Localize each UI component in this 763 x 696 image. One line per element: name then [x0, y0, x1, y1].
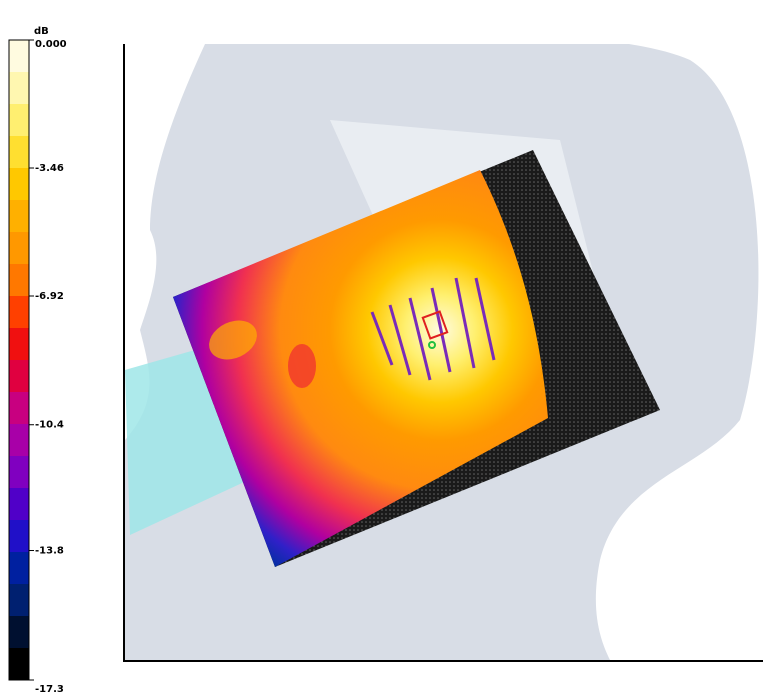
color-band	[9, 200, 29, 233]
color-band	[9, 424, 29, 457]
color-band	[9, 104, 29, 137]
color-band	[9, 72, 29, 105]
color-band	[9, 232, 29, 265]
tick-label: 0.000	[35, 39, 67, 50]
color-band	[9, 40, 29, 73]
color-band	[9, 552, 29, 585]
color-band	[9, 616, 29, 649]
color-band	[9, 328, 29, 361]
color-band	[9, 488, 29, 521]
color-band	[9, 392, 29, 425]
tick-label: -6.92	[35, 291, 64, 302]
color-band	[9, 136, 29, 169]
colorbar-unit: dB	[34, 26, 49, 37]
tick-label: -17.3	[35, 684, 64, 695]
tick-label: -10.4	[35, 420, 64, 431]
colorbar: dB 0.000 -3.46 -6.92 -10.4 -13.8 -17.3	[9, 26, 67, 695]
color-band	[9, 584, 29, 617]
tick-label: -13.8	[35, 546, 64, 557]
color-band	[9, 520, 29, 553]
figure: dB 0.000 -3.46 -6.92 -10.4 -13.8 -17.3	[0, 0, 763, 696]
color-band	[9, 168, 29, 201]
color-band	[9, 296, 29, 329]
color-band	[9, 264, 29, 297]
page: dB 0.000 -3.46 -6.92 -10.4 -13.8 -17.3	[0, 0, 763, 696]
color-band	[9, 360, 29, 393]
tick-label: -3.46	[35, 163, 64, 174]
scene	[125, 32, 763, 660]
color-band	[9, 456, 29, 489]
color-band	[9, 648, 29, 681]
